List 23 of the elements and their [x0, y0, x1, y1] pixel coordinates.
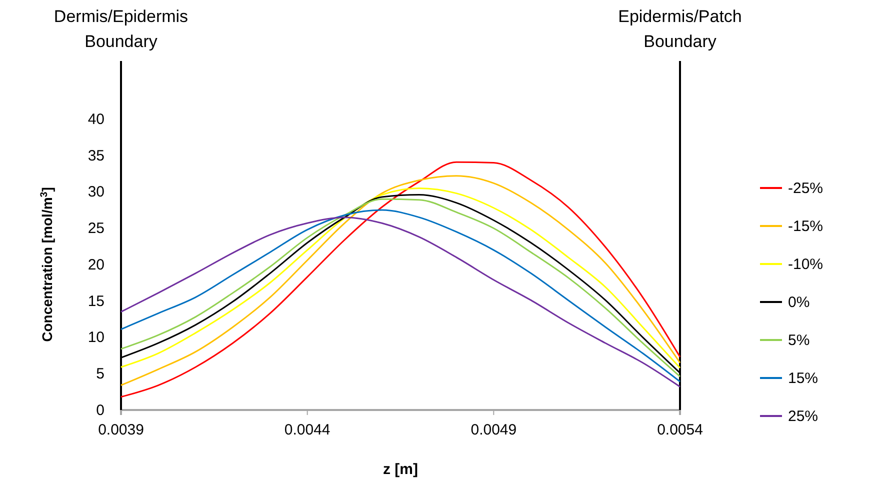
x-tick-label: 0.0044 [284, 422, 330, 438]
x-tick-label: 0.0049 [470, 422, 517, 438]
text: Dermis/Epidermis Boundary [54, 7, 188, 51]
y-tick-label: 15 [88, 292, 104, 310]
x-tick-label: 0.0039 [98, 422, 144, 438]
y-tick-label: 20 [88, 256, 104, 274]
ref-line-label: Epidermis/Patch Boundary [618, 7, 742, 51]
legend-label: 0% [788, 294, 810, 311]
y-tick-label: 25 [88, 220, 104, 238]
legend-label: -10% [788, 256, 824, 273]
legend-label: -25% [788, 180, 824, 197]
y-tick-label: 0 [96, 402, 104, 419]
y-tick-label: 35 [88, 147, 104, 164]
legend-label: 25% [788, 408, 818, 425]
y-tick-label: 30 [88, 184, 104, 201]
x-axis-title: z [m] [383, 461, 418, 478]
y-tick-label: 5 [96, 365, 104, 382]
x-tick-label: 0.0054 [657, 422, 703, 438]
y-tick-label: 10 [88, 329, 104, 346]
legend-label: 15% [788, 370, 818, 387]
legend-label: 5% [788, 332, 810, 349]
legend-label: -15% [788, 218, 824, 235]
y-tick-label: 40 [88, 110, 104, 128]
